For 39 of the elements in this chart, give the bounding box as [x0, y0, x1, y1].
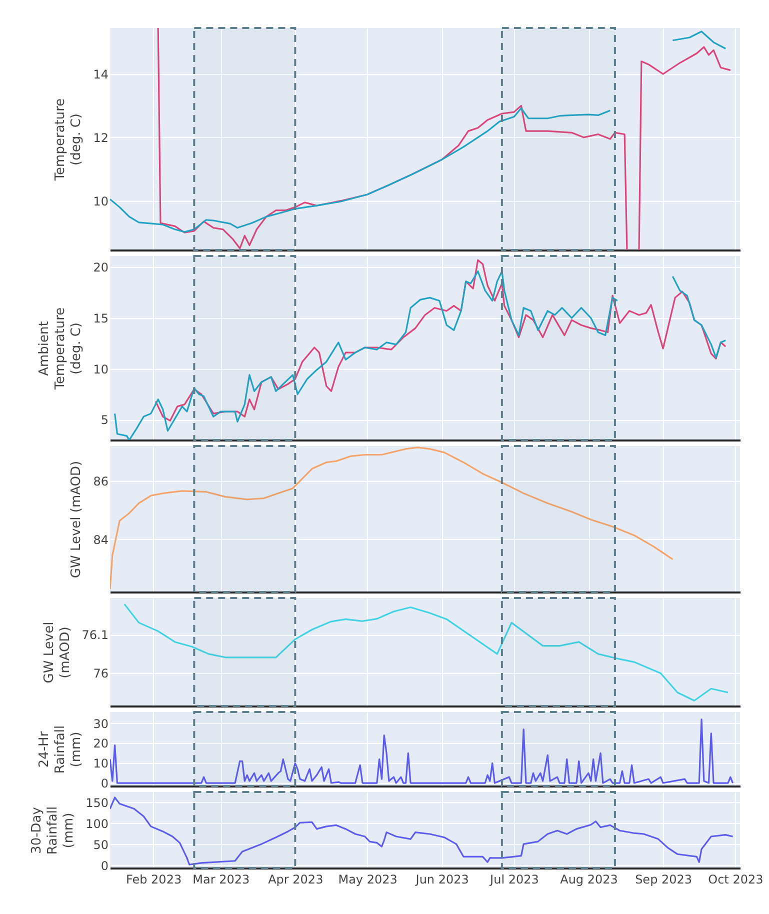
y-axis-title: 30-Day Rainfall (mm) [30, 806, 77, 855]
y-tick-label: 20 [93, 260, 108, 275]
line-series [110, 718, 734, 784]
x-tick-label: Oct 2023 [708, 872, 764, 886]
x-tick-label: Jun 2023 [414, 872, 469, 886]
y-tick-label: 14 [93, 67, 108, 82]
y-tick-label: 76.1 [82, 628, 108, 642]
y-axis-title: GW Level (mAOD) [69, 460, 84, 578]
x-tick-label: Jul 2023 [489, 872, 539, 886]
x-tick-label: Mar 2023 [192, 872, 250, 886]
y-tick-label: 15 [93, 312, 108, 326]
y-tick-label: 84 [93, 532, 108, 547]
x-tick-label: Sep 2023 [635, 872, 692, 886]
y-axis-title: GW Level (mAOD) [42, 622, 73, 684]
y-tick-label: 150 [86, 796, 108, 810]
y-tick-label: 5 [100, 413, 108, 428]
y-axis-title: 24-Hr Rainfall (mm) [37, 725, 84, 774]
line-series [110, 446, 674, 590]
x-tick-label: Aug 2023 [560, 872, 618, 886]
y-tick-label: 10 [93, 756, 108, 771]
y-tick-label: 12 [93, 130, 108, 145]
y-tick-label: 0 [100, 776, 108, 791]
line-series [154, 259, 726, 422]
x-tick-label: Feb 2023 [126, 872, 182, 886]
y-tick-label: 76 [93, 666, 108, 681]
y-tick-label: 10 [93, 194, 108, 208]
y-tick-label: 30 [93, 716, 108, 731]
line-series [124, 603, 729, 702]
line-series [110, 796, 734, 866]
y-axis-title: Temperature (deg. C) [53, 98, 84, 182]
y-tick-label: 0 [100, 858, 108, 873]
x-tick-label: Apr 2023 [268, 872, 324, 886]
y-tick-label: 86 [93, 474, 108, 489]
y-tick-label: 100 [86, 816, 108, 831]
y-tick-label: 10 [93, 362, 108, 376]
x-tick-label: May 2023 [338, 872, 398, 886]
y-axis-title: Ambient Temperature (deg. C) [37, 307, 84, 391]
y-tick-label: 20 [93, 736, 108, 751]
y-tick-label: 50 [93, 838, 108, 852]
